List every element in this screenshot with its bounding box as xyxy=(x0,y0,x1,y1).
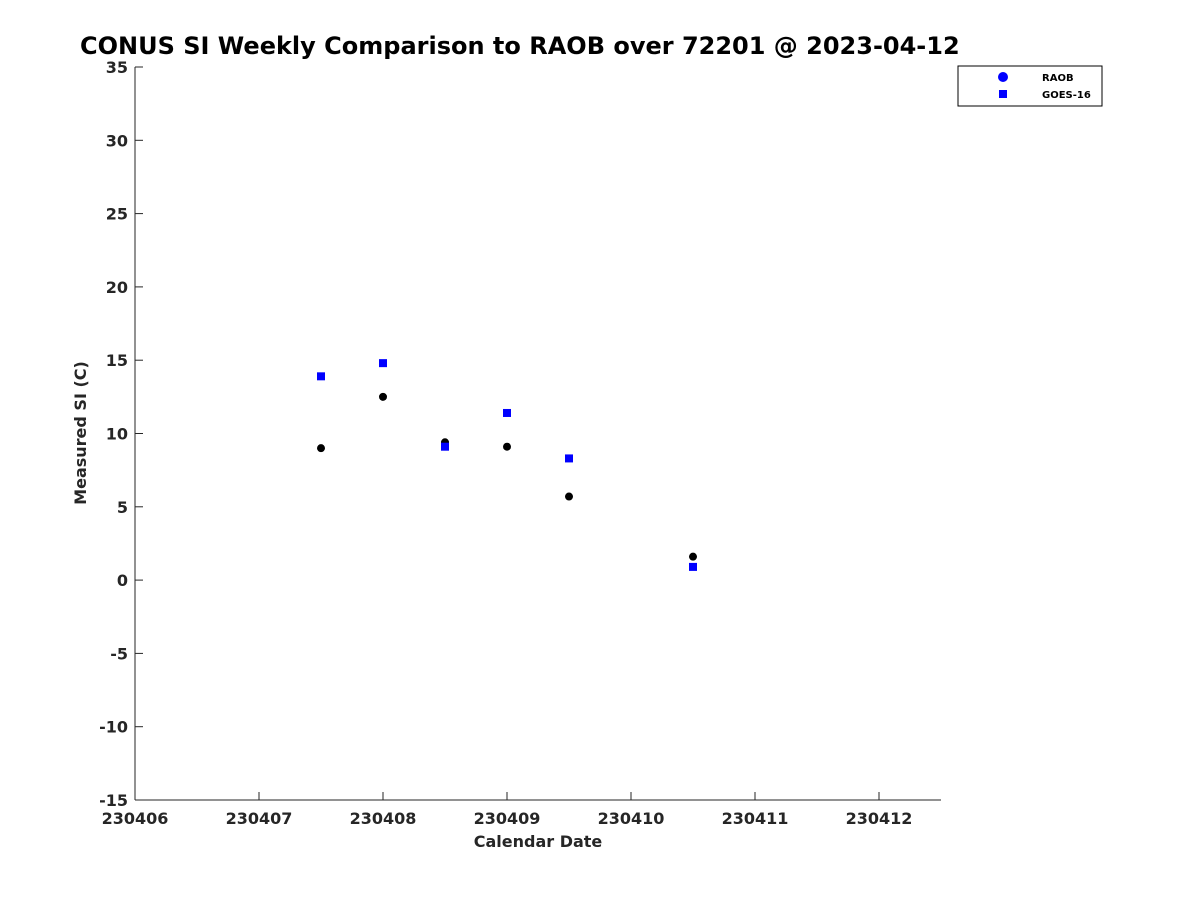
raob-point xyxy=(565,492,573,501)
raob-point xyxy=(317,444,325,453)
x-tick-label: 230409 xyxy=(474,809,541,828)
x-tick-label: 230411 xyxy=(722,809,789,828)
y-tick-label: 10 xyxy=(106,425,128,444)
legend-marker-raob xyxy=(998,72,1008,82)
data-points xyxy=(317,359,697,571)
raob-point xyxy=(689,552,697,561)
y-axis-label: Measured SI (C) xyxy=(71,361,90,505)
goes-16-point xyxy=(441,442,449,451)
legend-marker-goes-16 xyxy=(999,90,1007,98)
y-tick-label: 25 xyxy=(106,205,128,224)
legend: RAOB GOES-16 xyxy=(957,65,1103,107)
legend-box xyxy=(957,65,1103,107)
x-axis-label: Calendar Date xyxy=(474,832,603,851)
x-tick-label: 230406 xyxy=(102,809,169,828)
y-tick-label: -15 xyxy=(99,791,128,810)
goes-16-point xyxy=(565,454,573,463)
y-tick-label: 30 xyxy=(106,131,128,150)
legend-label-goes-16: GOES-16 xyxy=(1042,90,1091,101)
y-tick-label: 15 xyxy=(106,351,128,370)
goes-16-point xyxy=(379,359,387,368)
y-tick-label: 0 xyxy=(117,571,128,590)
x-tick-label: 230412 xyxy=(846,809,913,828)
goes-16-point xyxy=(689,562,697,571)
y-tick-label: -10 xyxy=(99,718,128,737)
raob-point xyxy=(503,442,511,451)
raob-point xyxy=(379,392,387,401)
goes-16-point xyxy=(317,372,325,381)
y-tick-label: 35 xyxy=(106,58,128,77)
y-tick-label: -5 xyxy=(110,644,128,663)
x-tick-label: 230407 xyxy=(226,809,293,828)
x-tick-label: 230408 xyxy=(350,809,417,828)
axes: -15 -10 -5 0 5 10 15 20 25 30 35 230406 230407 230408… xyxy=(99,58,941,828)
y-tick-label: 20 xyxy=(106,278,128,297)
x-tick-label: 230410 xyxy=(598,809,665,828)
chart-title: CONUS SI Weekly Comparison to RAOB over … xyxy=(80,32,960,60)
y-tick-label: 5 xyxy=(117,498,128,517)
legend-label-raob: RAOB xyxy=(1042,73,1074,84)
goes-16-point xyxy=(503,408,511,417)
